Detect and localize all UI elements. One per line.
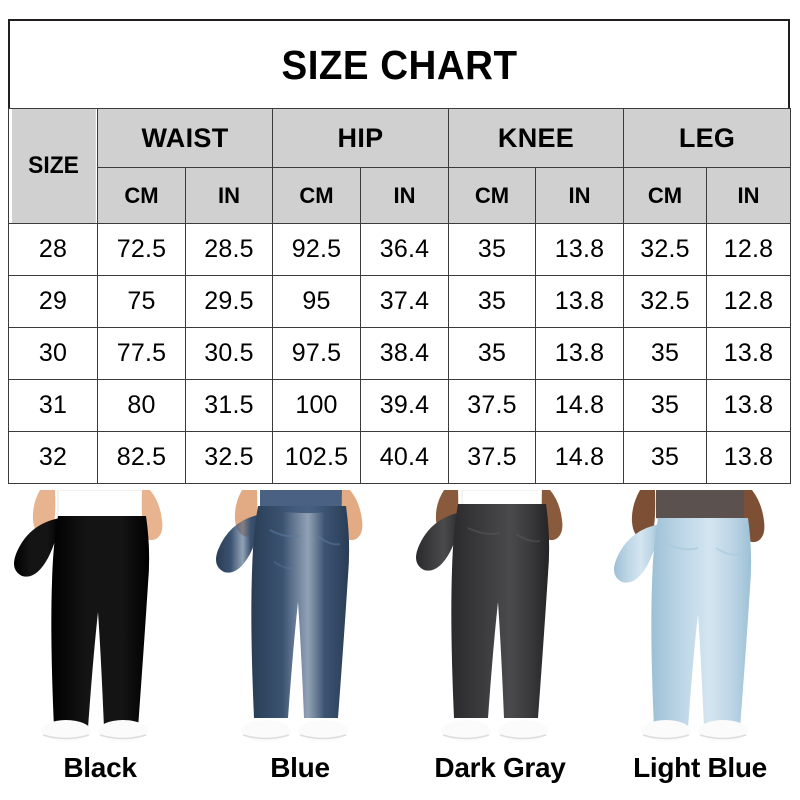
cell-size: 30 [8, 327, 98, 380]
pants-illustration [400, 490, 600, 742]
cell-knee-in: 14.8 [535, 379, 625, 432]
cell-hip-in: 39.4 [359, 379, 450, 432]
table-header-row-groups: SIZE WAIST HIP KNEE LEG [9, 108, 792, 224]
header-group-knee: KNEE [448, 108, 625, 168]
cell-waist-in: 32.5 [185, 431, 273, 484]
product-card-black[interactable]: Black [0, 490, 200, 800]
cell-waist-cm: 75 [97, 275, 186, 328]
cell-knee-cm: 37.5 [448, 379, 537, 432]
cell-leg-cm: 35 [623, 431, 708, 484]
cell-waist-in: 28.5 [185, 223, 273, 276]
cell-hip-cm: 100 [272, 379, 361, 432]
cell-leg-in: 13.8 [706, 431, 792, 484]
page-title: SIZE CHART [281, 41, 517, 88]
cell-hip-cm: 95 [272, 275, 361, 328]
header-unit-hip-cm: CM [272, 167, 361, 224]
product-label: Dark Gray [434, 752, 566, 783]
pants-illustration [600, 490, 800, 742]
model-photo-blue [200, 490, 400, 742]
cell-leg-in: 12.8 [706, 275, 792, 328]
product-label: Light Blue [633, 752, 767, 783]
header-unit-knee-in: IN [535, 167, 625, 224]
header-unit-leg-in: IN [706, 167, 792, 224]
table-row: 32 82.5 32.5 102.5 40.4 37.5 14.8 35 13.… [8, 431, 792, 484]
cell-size: 31 [8, 379, 98, 432]
cell-knee-cm: 35 [448, 275, 537, 328]
cell-leg-in: 13.8 [706, 379, 792, 432]
cell-hip-in: 37.4 [359, 275, 450, 328]
cell-hip-in: 40.4 [359, 431, 450, 484]
header-group-leg: LEG [623, 108, 792, 168]
table-row: 28 72.5 28.5 92.5 36.4 35 13.8 32.5 12.8 [8, 223, 792, 276]
cell-size: 28 [8, 223, 98, 276]
cell-waist-in: 29.5 [185, 275, 273, 328]
product-card-blue[interactable]: Blue [200, 490, 400, 800]
cell-knee-in: 13.8 [535, 327, 625, 380]
model-photo-light-blue [600, 490, 800, 742]
cell-waist-in: 31.5 [185, 379, 273, 432]
model-photo-black [0, 490, 200, 742]
pants-illustration [0, 490, 200, 742]
header-unit-waist-cm: CM [97, 167, 186, 224]
cell-leg-cm: 35 [623, 327, 708, 380]
product-label: Black [63, 752, 137, 783]
cell-size: 32 [8, 431, 98, 484]
table-row: 31 80 31.5 100 39.4 37.5 14.8 35 13.8 [8, 379, 792, 432]
product-gallery: Black [0, 490, 800, 800]
model-photo-dark-gray [400, 490, 600, 742]
table-header-row-units: CM IN CM IN CM IN CM IN [9, 167, 792, 224]
cell-knee-cm: 35 [448, 223, 537, 276]
cell-hip-cm: 97.5 [272, 327, 361, 380]
header-group-hip: HIP [271, 108, 450, 168]
size-chart-table: SIZE WAIST HIP KNEE LEG CM IN CM IN CM I… [8, 108, 792, 484]
product-label: Blue [270, 752, 330, 783]
cell-leg-cm: 32.5 [623, 223, 708, 276]
cell-knee-in: 13.8 [535, 275, 625, 328]
pants-illustration [200, 490, 400, 742]
product-card-dark-gray[interactable]: Dark Gray [400, 490, 600, 800]
cell-leg-cm: 35 [623, 379, 708, 432]
cell-knee-cm: 37.5 [448, 431, 537, 484]
header-unit-knee-cm: CM [448, 167, 537, 224]
cell-leg-in: 12.8 [706, 223, 792, 276]
cell-knee-in: 14.8 [535, 431, 625, 484]
cell-knee-cm: 35 [448, 327, 537, 380]
cell-hip-cm: 92.5 [272, 223, 361, 276]
cell-hip-cm: 102.5 [272, 431, 361, 484]
header-unit-leg-cm: CM [623, 167, 708, 224]
cell-leg-cm: 32.5 [623, 275, 708, 328]
cell-size: 29 [8, 275, 98, 328]
product-card-light-blue[interactable]: Light Blue [600, 490, 800, 800]
cell-waist-in: 30.5 [185, 327, 273, 380]
header-unit-waist-in: IN [185, 167, 273, 224]
cell-knee-in: 13.8 [535, 223, 625, 276]
table-body: 28 72.5 28.5 92.5 36.4 35 13.8 32.5 12.8… [8, 223, 792, 484]
cell-leg-in: 13.8 [706, 327, 792, 380]
header-unit-hip-in: IN [359, 167, 450, 224]
cell-waist-cm: 72.5 [97, 223, 186, 276]
table-header: SIZE WAIST HIP KNEE LEG CM IN CM IN CM I… [9, 108, 792, 224]
header-size: SIZE [10, 108, 96, 224]
cell-waist-cm: 77.5 [97, 327, 186, 380]
cell-waist-cm: 82.5 [97, 431, 186, 484]
cell-waist-cm: 80 [97, 379, 186, 432]
cell-hip-in: 38.4 [359, 327, 450, 380]
header-group-waist: WAIST [97, 108, 273, 168]
table-row: 29 75 29.5 95 37.4 35 13.8 32.5 12.8 [8, 275, 792, 328]
chart-title-banner: SIZE CHART [8, 19, 790, 109]
cell-hip-in: 36.4 [359, 223, 450, 276]
table-row: 30 77.5 30.5 97.5 38.4 35 13.8 35 13.8 [8, 327, 792, 380]
